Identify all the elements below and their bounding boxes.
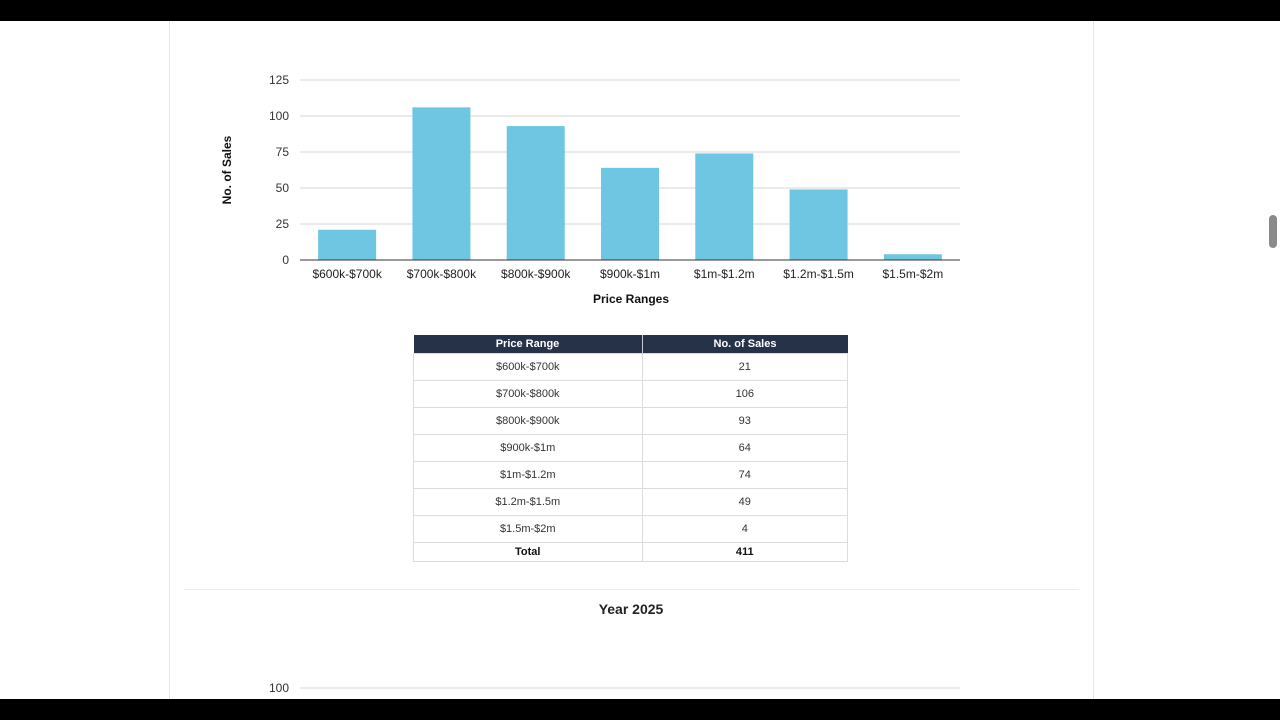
price-range-bar-chart: 0 25 50 75 100 125 $600k-$700k $700k-$800k $800… bbox=[220, 73, 960, 306]
total-label: Total bbox=[413, 542, 643, 562]
bar bbox=[883, 254, 942, 260]
x-tick-label: $700k-$800k bbox=[407, 267, 477, 281]
bar bbox=[789, 189, 848, 260]
bar bbox=[601, 167, 659, 260]
y-tick-label: 0 bbox=[282, 253, 289, 267]
table-total-row: Total 411 bbox=[413, 542, 849, 562]
bar bbox=[506, 126, 565, 260]
x-tick-label: $1.2m-$1.5m bbox=[783, 267, 854, 281]
x-tick-label: $900k-$1m bbox=[600, 267, 660, 281]
cell-no-of-sales: 4 bbox=[641, 515, 849, 543]
bar bbox=[695, 153, 754, 260]
y-tick-label: 50 bbox=[276, 181, 290, 195]
table-header-row: Price Range No. of Sales bbox=[413, 335, 848, 354]
y-axis-ticks: 0 25 50 75 100 125 bbox=[269, 73, 289, 267]
x-axis-ticks: $600k-$700k $700k-$800k $800k-$900k $900k-$… bbox=[312, 267, 943, 281]
bar bbox=[318, 229, 377, 260]
cell-price-range: $1m-$1.2m bbox=[413, 461, 643, 489]
top-black-bar bbox=[0, 0, 1280, 21]
table-row: $1m-$1.2m 74 bbox=[413, 461, 849, 489]
table-row: $1.2m-$1.5m 49 bbox=[413, 488, 849, 516]
x-tick-label: $1.5m-$2m bbox=[883, 267, 944, 281]
cell-no-of-sales: 64 bbox=[641, 434, 849, 462]
table-row: $1.5m-$2m 4 bbox=[413, 515, 849, 543]
cell-no-of-sales: 93 bbox=[641, 407, 849, 435]
cell-no-of-sales: 49 bbox=[641, 488, 849, 516]
cell-price-range: $800k-$900k bbox=[413, 407, 643, 435]
y-tick-label: 125 bbox=[269, 73, 289, 87]
bottom-black-bar bbox=[0, 699, 1280, 720]
x-axis-label: Price Ranges bbox=[593, 292, 669, 306]
cell-no-of-sales: 21 bbox=[641, 353, 849, 381]
x-tick-label: $800k-$900k bbox=[501, 267, 571, 281]
table-row: $800k-$900k 93 bbox=[413, 407, 849, 435]
y-axis-label: No. of Sales bbox=[220, 135, 234, 204]
x-tick-label: $1m-$1.2m bbox=[694, 267, 755, 281]
table-row: $600k-$700k 21 bbox=[413, 353, 849, 381]
cell-price-range: $1.2m-$1.5m bbox=[413, 488, 643, 516]
bar bbox=[412, 107, 471, 260]
cell-price-range: $1.5m-$2m bbox=[413, 515, 643, 543]
header-no-of-sales: No. of Sales bbox=[642, 335, 848, 354]
year-heading: Year 2025 bbox=[598, 601, 664, 617]
total-value: 411 bbox=[641, 542, 849, 562]
cell-no-of-sales: 106 bbox=[641, 380, 849, 408]
scrollbar-thumb[interactable] bbox=[1269, 215, 1277, 248]
y-tick-label: 25 bbox=[276, 217, 290, 231]
table-row: $700k-$800k 106 bbox=[413, 380, 849, 408]
section-divider bbox=[184, 589, 1079, 590]
cell-price-range: $600k-$700k bbox=[413, 353, 643, 381]
chart-bars bbox=[318, 107, 942, 260]
header-price-range: Price Range bbox=[413, 335, 643, 354]
cell-price-range: $700k-$800k bbox=[413, 380, 643, 408]
cell-no-of-sales: 74 bbox=[641, 461, 849, 489]
y-tick-label: 100 bbox=[269, 109, 289, 123]
cell-price-range: $900k-$1m bbox=[413, 434, 643, 462]
table-row: $900k-$1m 64 bbox=[413, 434, 849, 462]
sales-table: Price Range No. of Sales $600k-$700k 21 … bbox=[413, 335, 849, 562]
x-tick-label: $600k-$700k bbox=[312, 267, 382, 281]
y-tick-label: 75 bbox=[276, 145, 290, 159]
